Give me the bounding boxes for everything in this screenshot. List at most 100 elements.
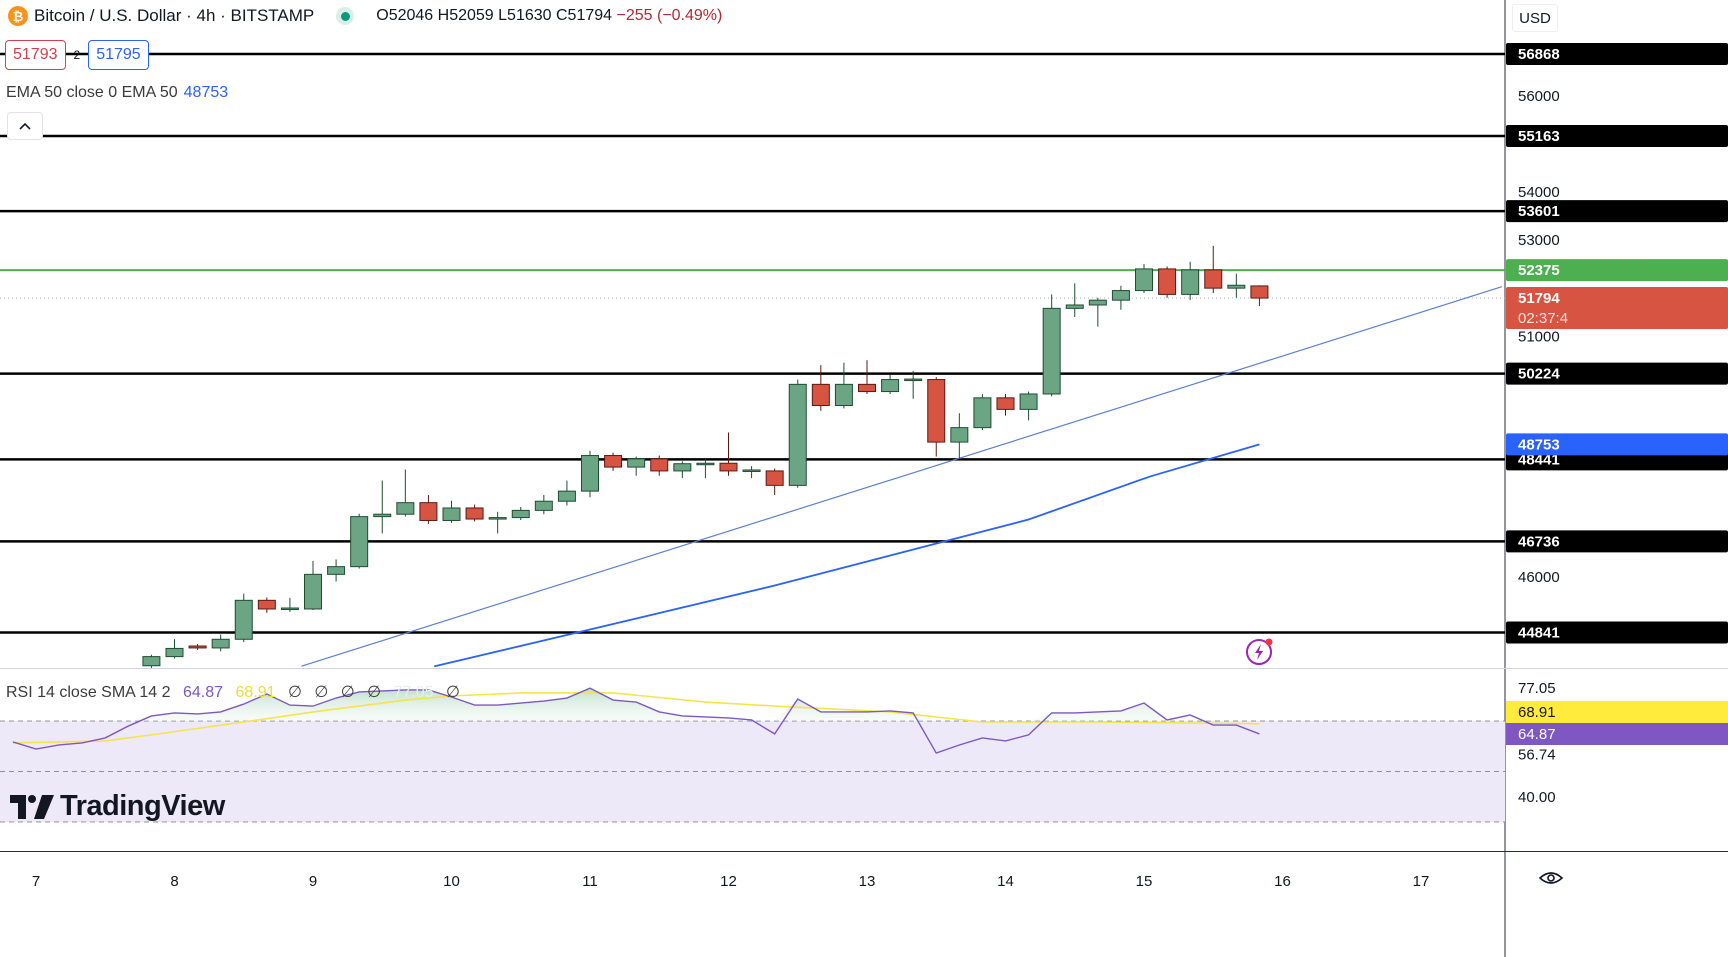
rsi-empty-value: ∅	[287, 684, 302, 701]
market-open-dot-icon	[336, 7, 355, 25]
candle-body	[742, 469, 761, 472]
candle-body	[327, 566, 346, 575]
rsi-line	[12, 687, 1260, 754]
level-price-tag-text: 56868	[1518, 46, 1560, 63]
level-price-tag: 44841	[1506, 621, 1728, 644]
candle-body	[234, 599, 253, 640]
last-price-tag-bg	[1506, 287, 1728, 330]
time-tick-label: 17	[1413, 873, 1430, 890]
candle-body	[719, 462, 738, 472]
rsi-tag-text: 64.87	[1518, 726, 1556, 743]
candle	[1250, 285, 1269, 306]
rsi-empty-value: ∅	[314, 684, 329, 701]
candle	[1227, 273, 1246, 298]
candle	[396, 469, 415, 517]
price-tick-label: 51000	[1518, 328, 1560, 345]
flash-alert-icon[interactable]	[1244, 636, 1276, 673]
candle-body	[950, 427, 969, 443]
candle-body	[604, 455, 623, 468]
price-tick-label: 53000	[1518, 232, 1560, 249]
price-tick-label: 46000	[1518, 569, 1560, 586]
symbol-title[interactable]: Bitcoin / U.S. Dollar · 4h · BITSTAMP	[34, 6, 315, 25]
candle-body	[419, 502, 438, 521]
candle-body	[304, 573, 322, 610]
candle-body	[442, 507, 461, 521]
time-tick-label: 11	[582, 873, 598, 890]
candle-body	[927, 379, 946, 443]
candle	[973, 393, 992, 431]
collapse-legend-button[interactable]	[7, 112, 43, 140]
trendline	[301, 286, 1502, 667]
candle-body	[1135, 268, 1153, 292]
candle	[1181, 261, 1200, 301]
candle-body	[581, 455, 599, 492]
rsi-empty-value: ∅	[446, 684, 460, 701]
candle-body	[765, 470, 784, 486]
candle-body	[142, 656, 161, 667]
ema-price-tag-text: 48753	[1518, 436, 1560, 453]
highlight-price-tag: 52375	[1506, 259, 1728, 282]
level-price-tag-bg	[1506, 530, 1728, 553]
candle	[604, 452, 623, 471]
rsi-legend-value: 64.87	[182, 684, 224, 701]
rsi-pane	[0, 687, 1505, 823]
price-pane	[0, 52, 1505, 668]
change-value: −255 (−0.49%)	[616, 7, 723, 24]
candle-body	[1181, 269, 1200, 295]
highlight-price-tag-bg	[1506, 259, 1728, 282]
rsi-legend[interactable]: RSI 14 close SMA 14 2 64.87 68.91 ∅ ∅ ∅ …	[6, 682, 468, 702]
price-tick-label: 56000	[1518, 88, 1560, 105]
close-value: C51794	[556, 7, 613, 24]
rsi-sma-legend-value: 68.91	[235, 684, 276, 701]
candle	[742, 466, 761, 479]
tradingview-logo-icon	[10, 794, 54, 819]
candle-body	[488, 517, 507, 520]
level-price-tag-text: 48441	[1518, 451, 1560, 468]
rsi-max-legend-value: 77.05	[393, 684, 434, 701]
candle	[350, 513, 369, 569]
ohlc-readout: O52046 H52059 L51630 C51794 −255 (−0.49%…	[376, 7, 722, 25]
time-tick-label: 8	[170, 873, 178, 890]
sell-button[interactable]: 51793	[5, 40, 66, 70]
candle	[488, 511, 507, 534]
currency-selector[interactable]: USD	[1512, 4, 1558, 32]
eye-settings-icon[interactable]	[1538, 868, 1564, 893]
candle-body	[211, 638, 230, 649]
candle	[211, 634, 230, 652]
rsi-tick-label: 40.00	[1518, 789, 1556, 806]
candle-body	[1204, 269, 1223, 289]
candle	[1065, 283, 1084, 318]
candle	[534, 494, 553, 515]
candle-body	[973, 397, 992, 429]
candle-body	[1065, 304, 1084, 309]
open-value: O52046	[376, 7, 434, 24]
candle	[1158, 266, 1177, 298]
candle	[442, 500, 461, 523]
level-price-tag-bg	[1506, 200, 1728, 223]
candle	[719, 432, 738, 476]
candle	[373, 480, 392, 534]
buy-button[interactable]: 51795	[88, 40, 149, 70]
ema-legend[interactable]: EMA 50 close 0 EMA 50 48753	[6, 84, 228, 102]
rsi-sma-tag-bg	[1506, 701, 1728, 723]
candle-body	[1250, 285, 1269, 299]
trade-buttons: 51793 2 51795	[5, 40, 149, 70]
time-tick-label: 9	[309, 873, 317, 890]
candle	[765, 468, 784, 495]
candle-body	[811, 383, 830, 407]
candle	[142, 654, 161, 668]
candle-body	[1019, 393, 1038, 410]
candle-body	[1042, 307, 1061, 395]
candle	[858, 360, 876, 394]
ema-price-tag: 48753	[1506, 433, 1728, 456]
price-tick-label: 54000	[1518, 184, 1560, 201]
candle	[696, 458, 715, 479]
level-price-tag-bg	[1506, 125, 1728, 148]
tradingview-logo[interactable]: TradingView	[10, 790, 225, 823]
candle	[419, 494, 438, 524]
candle-body	[373, 513, 392, 518]
rsi-overbought-fill	[12, 688, 1260, 721]
time-tick-label: 13	[859, 873, 876, 890]
level-price-tag-bg	[1506, 43, 1728, 65]
